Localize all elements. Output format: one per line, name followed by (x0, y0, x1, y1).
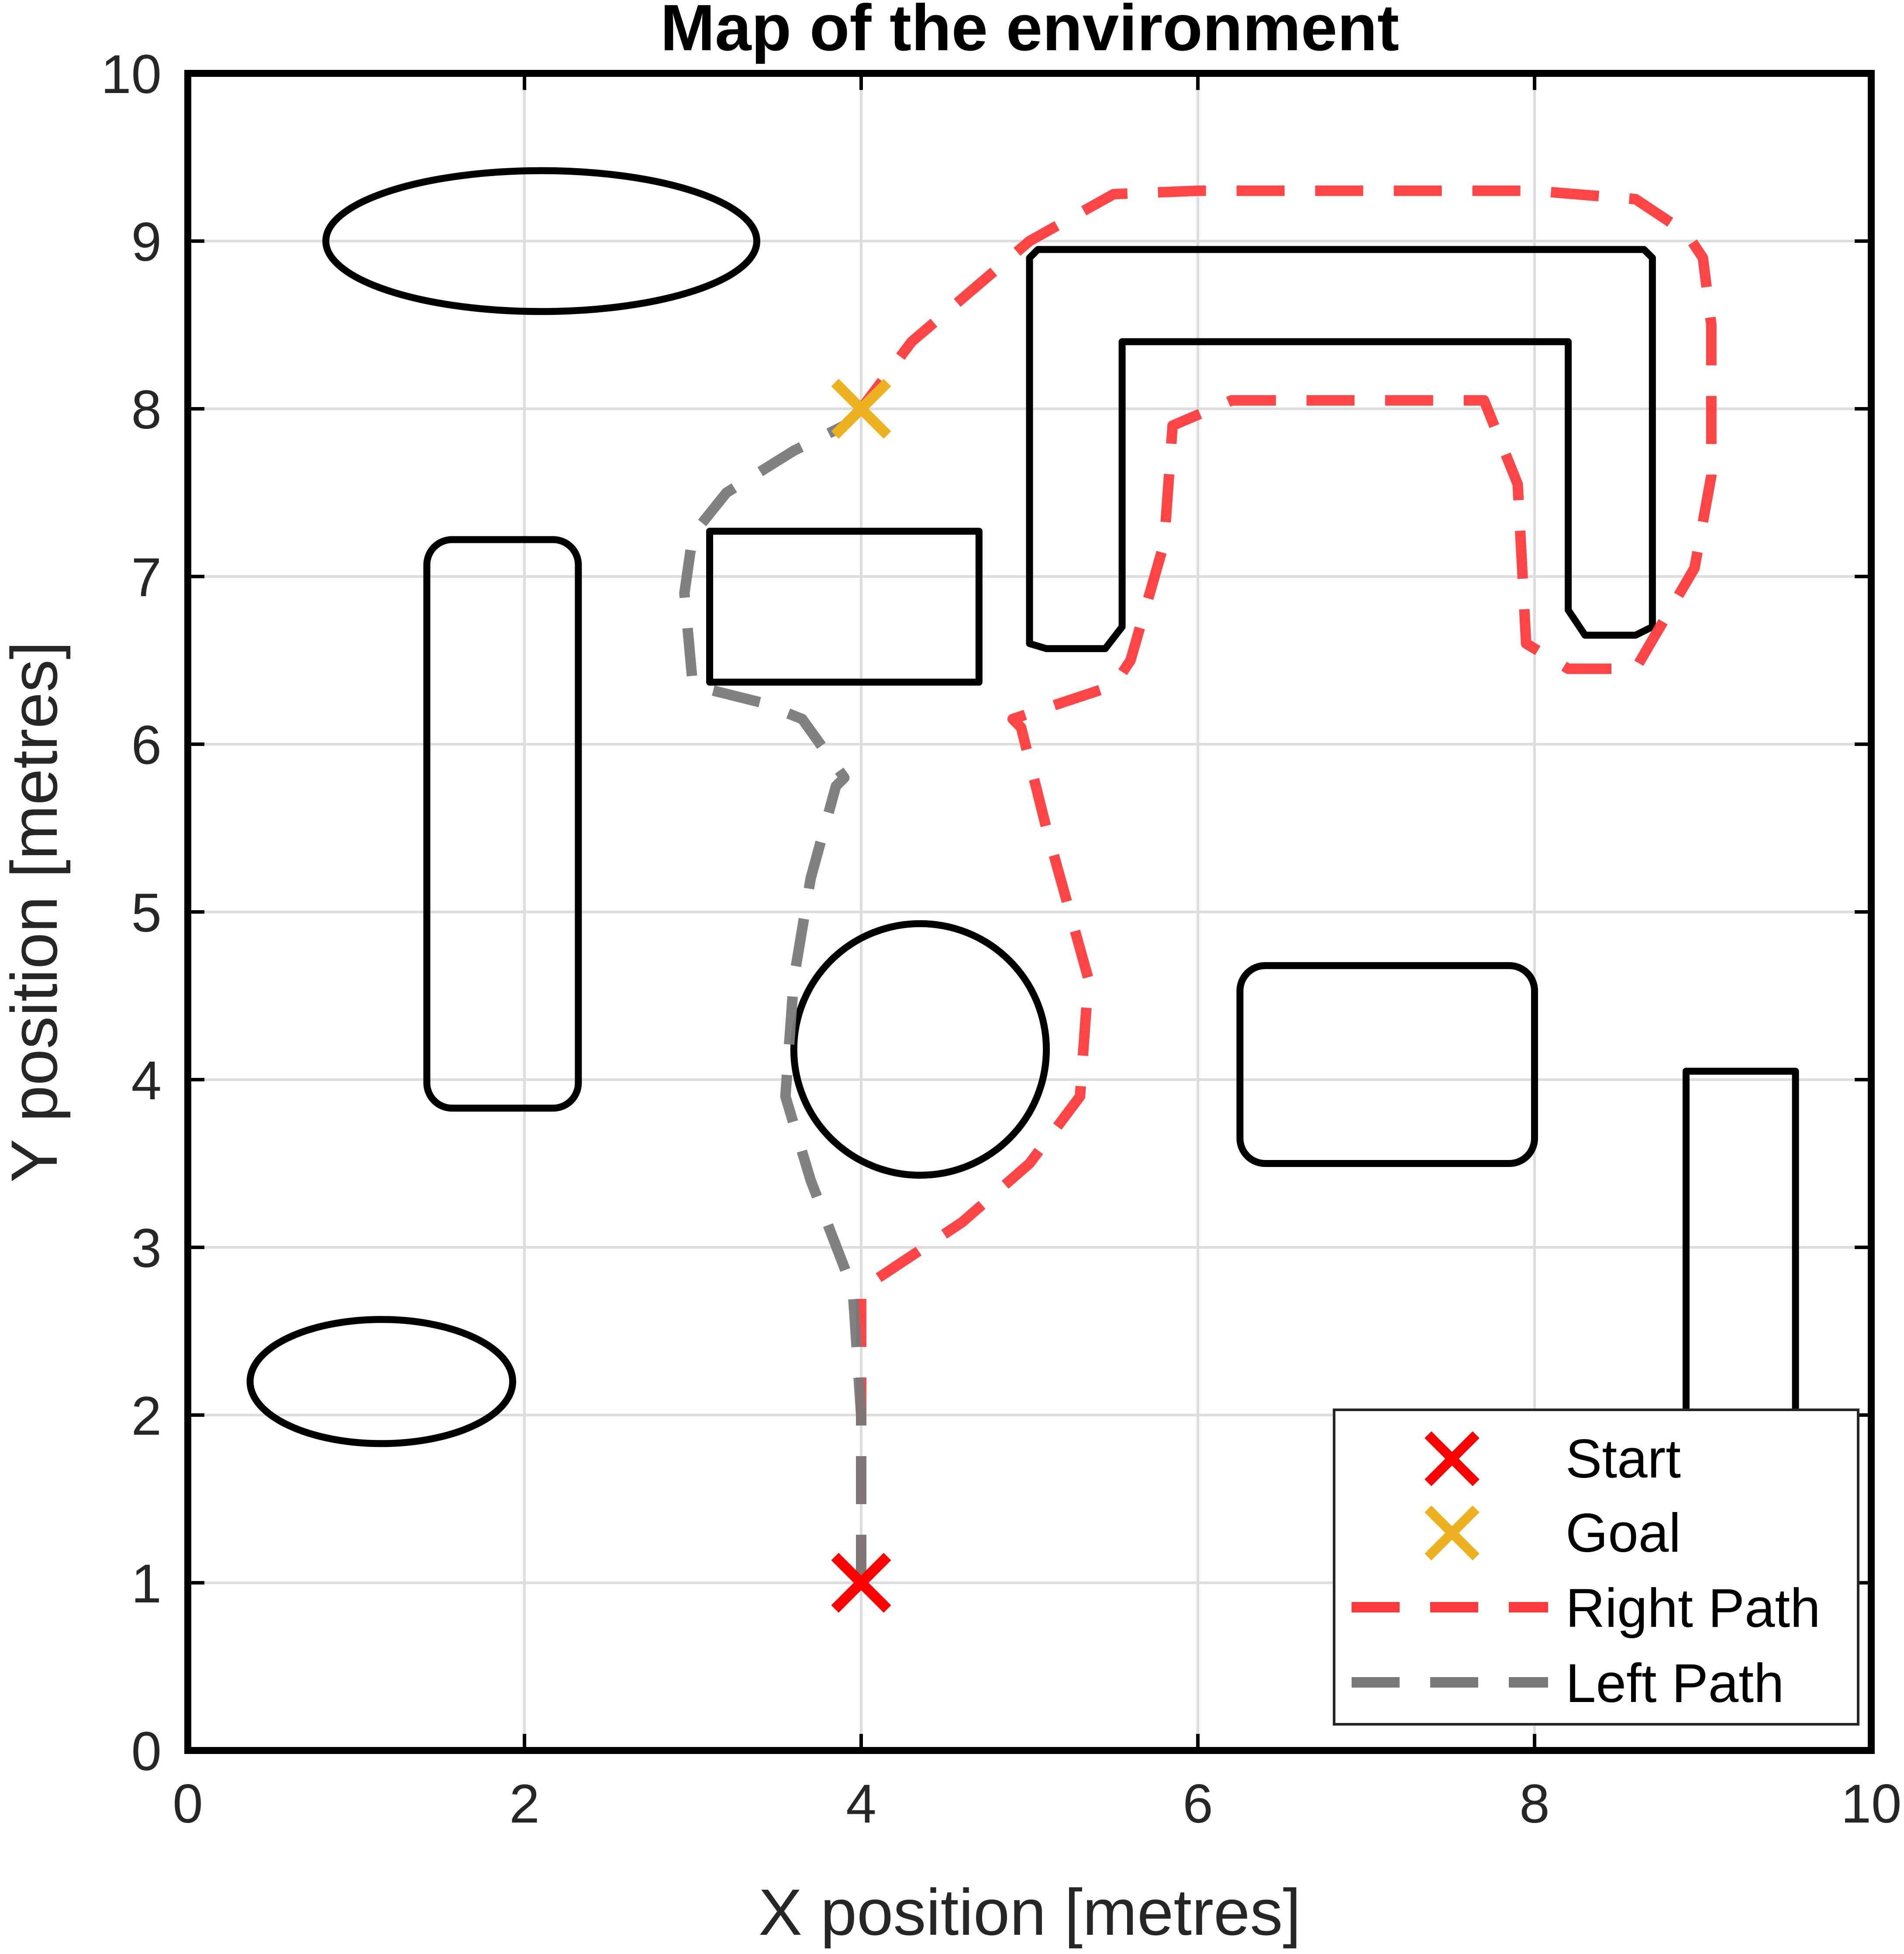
legend-right-path-label: Right Path (1566, 1578, 1821, 1639)
legend-goal-marker (1425, 1505, 1480, 1560)
y-tick-label: 3 (131, 1218, 162, 1279)
paths-layer (679, 185, 1717, 1583)
obstacle-rounded-rect-5 (1236, 962, 1538, 1167)
x-tick-label: 10 (1841, 1774, 1901, 1834)
y-tick-label: 1 (131, 1554, 162, 1614)
x-tick-labels: 0 2 4 6 8 10 (172, 73, 1902, 1834)
y-tick-label: 7 (131, 547, 162, 608)
legend-goal-label: Goal (1566, 1503, 1681, 1564)
obstacle-circle-4 (790, 920, 1050, 1179)
x-tick-label: 4 (846, 1774, 876, 1834)
obstacle-ellipse-2 (246, 1316, 517, 1447)
obstacle-rounded-rect-1 (423, 536, 582, 1112)
obstacle-ellipse-0 (322, 167, 760, 315)
x-tick-label: 2 (509, 1774, 540, 1834)
y-tick-label: 2 (131, 1386, 162, 1447)
x-axis-title: X position [metres] (759, 1875, 1301, 1949)
obstacle-rect-3 (706, 528, 983, 686)
y-tick-label: 6 (131, 715, 162, 776)
obstacle-polygon-7 (1026, 246, 1656, 652)
start-marker (831, 1553, 891, 1613)
obstacles-layer (246, 167, 1799, 1447)
legend: Start Goal Right Path Left Path (1333, 1409, 1859, 1726)
x-tick-label: 8 (1519, 1774, 1550, 1834)
legend-start-marker (1425, 1431, 1480, 1486)
markers-layer (831, 379, 891, 1613)
legend-left-path-label: Left Path (1566, 1653, 1784, 1714)
chart-title: Map of the environment (660, 0, 1399, 64)
y-axis-title: Y position [metres] (0, 641, 71, 1182)
y-tick-label: 10 (101, 44, 162, 105)
goal-marker (831, 379, 891, 439)
legend-box (1333, 1409, 1859, 1726)
y-tick-label: 4 (131, 1050, 162, 1111)
y-tick-label: 9 (131, 212, 162, 273)
legend-start-label: Start (1566, 1429, 1681, 1489)
x-tick-label: 6 (1183, 1774, 1213, 1834)
y-tick-labels: 0 1 2 3 4 5 6 7 8 9 10 (101, 44, 1871, 1782)
y-tick-label: 0 (131, 1721, 162, 1782)
y-tick-label: 8 (131, 380, 162, 440)
y-tick-label: 5 (131, 883, 162, 943)
path-right-path (856, 185, 1717, 1583)
x-tick-label: 0 (172, 1774, 203, 1834)
